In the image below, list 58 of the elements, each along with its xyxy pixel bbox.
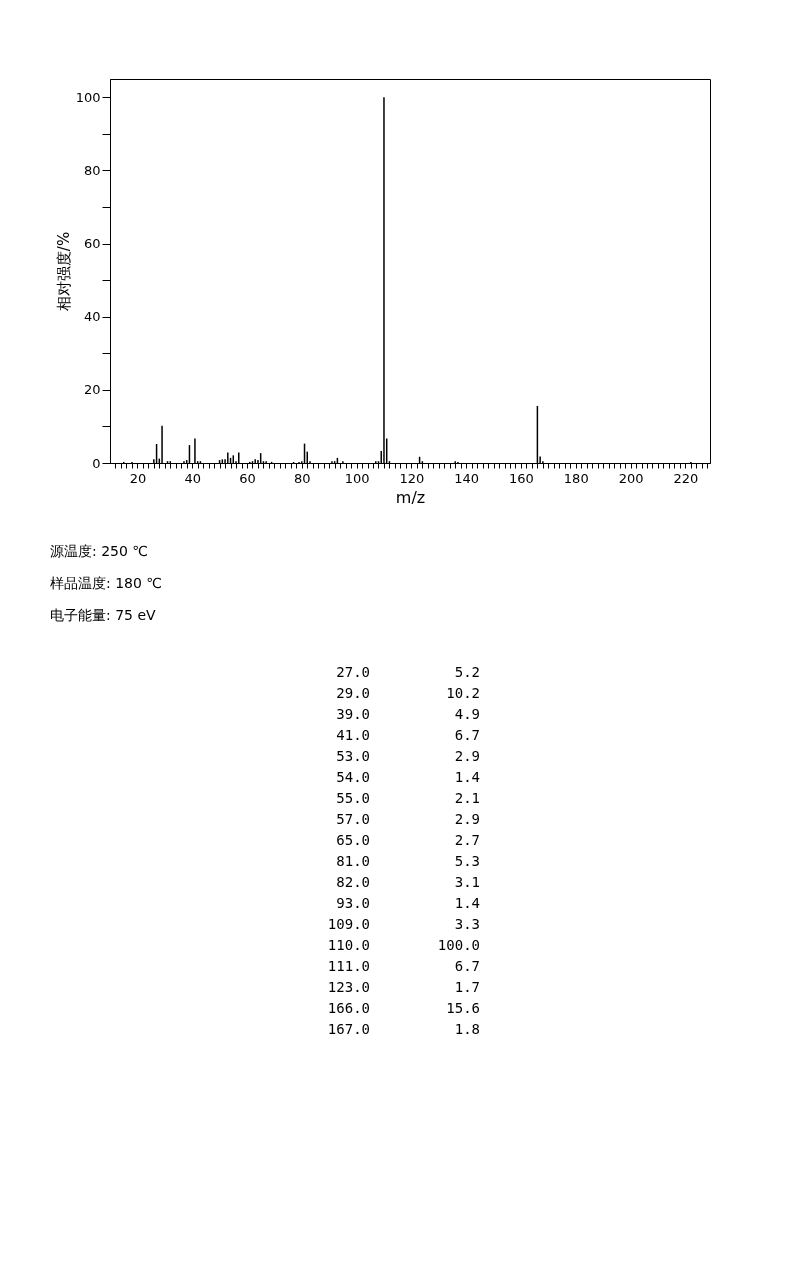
x-tick-label: 60 xyxy=(239,470,256,486)
text: 81.0 xyxy=(336,852,370,869)
y-tick-label: 0 xyxy=(92,455,101,471)
text: 93.0 xyxy=(336,894,370,911)
text: 55.0 xyxy=(336,789,370,806)
text: 15.6 xyxy=(446,999,480,1016)
text: 3.3 xyxy=(454,915,480,932)
y-tick-label: 80 xyxy=(83,162,101,178)
text: 39.0 xyxy=(336,705,370,722)
text: 源温度: 250 ℃ xyxy=(50,543,149,559)
text: 样品温度: 180 ℃ xyxy=(50,575,163,591)
text: 167.0 xyxy=(327,1020,370,1037)
text: 1.4 xyxy=(454,768,480,785)
x-tick-label: 220 xyxy=(673,470,699,486)
y-tick-label: 60 xyxy=(83,236,101,252)
y-axis-title: 相对强度/% xyxy=(54,231,73,312)
text: 123.0 xyxy=(327,978,370,995)
text: 65.0 xyxy=(336,831,370,848)
x-tick-label: 20 xyxy=(129,470,147,486)
text: 1.4 xyxy=(454,894,480,911)
x-tick-label: 200 xyxy=(618,470,644,486)
text: 82.0 xyxy=(336,873,370,890)
text: 54.0 xyxy=(336,768,370,785)
text: 29.0 xyxy=(336,684,370,701)
text: 10.2 xyxy=(446,684,480,701)
text: 电子能量: 75 eV xyxy=(50,607,157,623)
text: 1.8 xyxy=(454,1020,480,1037)
text: 5.2 xyxy=(454,663,480,680)
x-tick-label: 160 xyxy=(509,470,534,486)
text: 5.3 xyxy=(454,852,480,869)
text: 1.7 xyxy=(454,978,480,995)
text: 53.0 xyxy=(336,747,370,764)
text: 109.0 xyxy=(327,915,370,932)
x-tick-label: 120 xyxy=(399,470,425,486)
x-tick-label: 180 xyxy=(563,470,589,486)
text: 2.7 xyxy=(454,831,480,848)
text: 2.9 xyxy=(454,747,480,764)
text: 57.0 xyxy=(336,810,370,827)
y-tick-label: 40 xyxy=(83,309,101,325)
text: 41.0 xyxy=(336,726,370,743)
x-axis-title: m/z xyxy=(395,487,426,507)
text: 6.7 xyxy=(454,726,480,743)
text: 2.1 xyxy=(454,789,480,806)
x-tick-label: 140 xyxy=(454,470,480,486)
text: 2.9 xyxy=(454,810,480,827)
x-tick-label: 40 xyxy=(184,470,201,486)
x-tick-label: 100 xyxy=(344,470,370,486)
text: 100.0 xyxy=(437,936,480,953)
text: 4.9 xyxy=(454,705,480,722)
text: 3.1 xyxy=(454,873,480,890)
y-tick-label: 20 xyxy=(83,382,101,398)
text: 27.0 xyxy=(336,663,370,680)
x-tick-label: 80 xyxy=(294,470,311,486)
text: 6.7 xyxy=(454,957,480,974)
text: 110.0 xyxy=(327,936,370,953)
text: 166.0 xyxy=(327,999,370,1016)
y-tick-label: 100 xyxy=(75,89,101,105)
text: 111.0 xyxy=(327,957,370,974)
